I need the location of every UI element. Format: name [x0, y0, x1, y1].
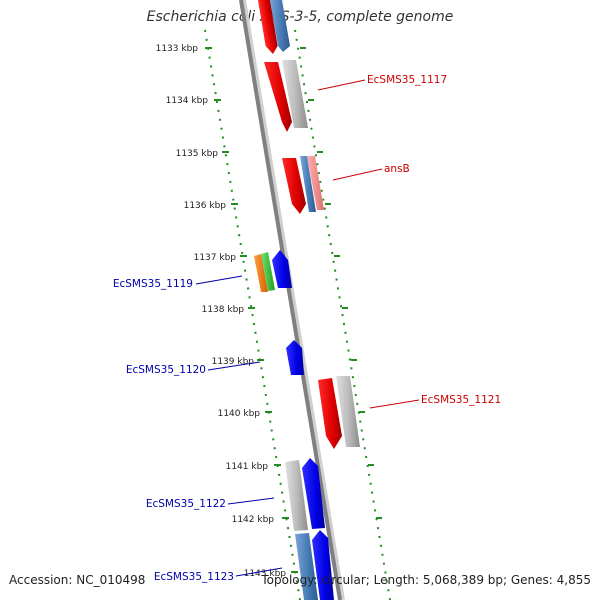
tick-label: 1142 kbp	[232, 515, 275, 525]
gene-feature-ansB-misc[interactable]	[307, 156, 324, 210]
connector-1123	[235, 567, 283, 577]
gene-feature[interactable]	[258, 0, 279, 54]
gene-feature-1123-cds[interactable]	[295, 533, 318, 600]
gene-feature-1121[interactable]	[318, 378, 342, 449]
tick-label: 1143 kbp	[244, 569, 287, 579]
gene-label-1123[interactable]: EcSMS35_1123	[154, 571, 234, 583]
gene-feature-ansB[interactable]	[282, 158, 306, 214]
tick-label: 1134 kbp	[166, 96, 209, 106]
gene-label-1119[interactable]: EcSMS35_1119	[113, 278, 193, 290]
gene-label-1120[interactable]: EcSMS35_1120	[126, 364, 206, 376]
tick-label: 1141 kbp	[226, 462, 269, 472]
gene-feature-ansB-cds[interactable]	[300, 156, 316, 212]
gene-feature-1119-green[interactable]	[261, 252, 275, 291]
tick-label: 1137 kbp	[194, 253, 237, 263]
left-tick-marks	[205, 47, 298, 573]
gene-label-1122[interactable]: EcSMS35_1122	[146, 498, 226, 510]
accession-text: Accession: NC_010498	[9, 573, 146, 587]
connector-1121	[369, 399, 420, 409]
gene-feature-1122-cds[interactable]	[285, 460, 308, 531]
gene-feature-1120[interactable]	[286, 340, 304, 375]
connector-1120	[207, 361, 261, 371]
gene-label-1117[interactable]: EcSMS35_1117	[367, 74, 447, 86]
gene-label-ansB[interactable]: ansB	[384, 163, 410, 175]
right-dotted-track	[294, 29, 391, 600]
topology-text: Topology: circular; Length: 5,068,389 bp…	[261, 573, 591, 587]
gene-feature-1117-cds[interactable]	[282, 60, 308, 128]
tick-label: 1138 kbp	[202, 305, 245, 315]
right-tick-marks	[300, 47, 382, 519]
gene-feature-1121-cds[interactable]	[336, 376, 360, 447]
gene-feature-1119-blue[interactable]	[272, 250, 292, 288]
gene-label-1121[interactable]: EcSMS35_1121	[421, 394, 501, 406]
connector-1122	[227, 497, 275, 505]
tick-label: 1140 kbp	[218, 409, 261, 419]
gene-feature-1122[interactable]	[302, 458, 325, 529]
tick-label: 1135 kbp	[176, 149, 219, 159]
connector-1117	[317, 79, 366, 91]
gene-feature-1123[interactable]	[312, 530, 334, 600]
gene-feature-1119-orange[interactable]	[254, 254, 268, 292]
backbone	[239, 0, 342, 600]
kbp-tick-labels: 1133 kbp 1134 kbp 1135 kbp 1136 kbp 1137…	[156, 44, 287, 579]
map-title: Escherichia coli SMS-3-5, complete genom…	[146, 9, 454, 25]
left-dotted-track	[204, 29, 301, 600]
connector-1119	[195, 275, 243, 285]
connector-ansB	[332, 168, 383, 181]
tick-label: 1139 kbp	[212, 357, 255, 367]
tick-label: 1133 kbp	[156, 44, 199, 54]
gene-feature[interactable]	[270, 0, 290, 52]
tick-label: 1136 kbp	[184, 201, 227, 211]
gene-feature-1117[interactable]	[264, 62, 292, 132]
